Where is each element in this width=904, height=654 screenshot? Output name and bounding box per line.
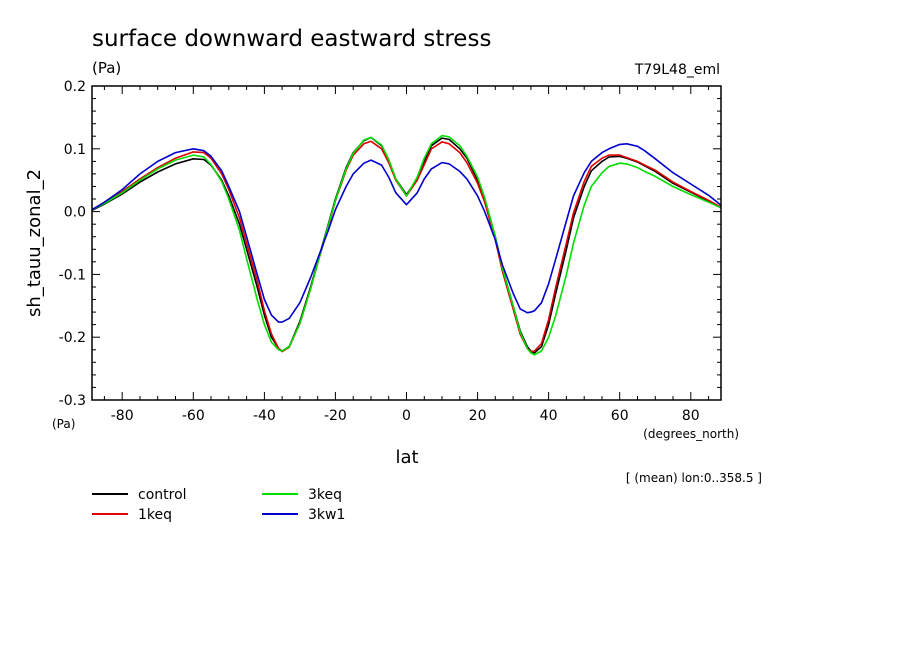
- x-tick-label: 40: [540, 408, 558, 424]
- title-units: (Pa): [92, 59, 121, 77]
- x-axis-units: (degrees_north): [643, 427, 739, 441]
- legend-label-1keq: 1keq: [138, 507, 172, 523]
- chart-title: surface downward eastward stress: [92, 26, 491, 52]
- x-axis-label: lat: [395, 447, 418, 468]
- x-tick-label: -80: [111, 408, 134, 424]
- x-tick-label: 0: [402, 408, 411, 424]
- y-tick-label: 0.1: [64, 142, 86, 158]
- legend-label-control: control: [138, 487, 187, 503]
- y-tick-label: -0.2: [59, 330, 86, 346]
- ticks-layer: -80 -60 -40 -20 0 20 40 60 80 -0.3 -0.2 -0.1 0.0 0.1 0…: [59, 79, 721, 424]
- x-tick-label: -60: [182, 408, 205, 424]
- legend-label-3keq: 3keq: [308, 487, 342, 503]
- y-axis-units: (Pa): [52, 417, 75, 431]
- series-layer: [91, 134, 722, 356]
- x-tick-label: 60: [611, 408, 629, 424]
- series-line-3kw1: [91, 143, 722, 323]
- series-line-control: [91, 136, 722, 354]
- legend-label-3kw1: 3kw1: [308, 507, 345, 523]
- x-tick-label: 20: [469, 408, 487, 424]
- series-line-3keq: [91, 134, 722, 356]
- legend: control 1keq 3keq 3kw1: [92, 487, 345, 523]
- x-tick-label: -20: [324, 408, 347, 424]
- plot-frame: [91, 85, 722, 401]
- y-tick-label: 0.0: [64, 205, 86, 221]
- series-line-1keq: [91, 140, 722, 353]
- run-tag: T79L48_eml: [634, 62, 720, 78]
- y-tick-label: 0.2: [64, 79, 86, 95]
- y-tick-label: -0.3: [59, 393, 86, 409]
- y-tick-label: -0.1: [59, 267, 86, 283]
- x-tick-label: -40: [253, 408, 276, 424]
- x-tick-label: 80: [682, 408, 700, 424]
- averaging-note: [ (mean) lon:0..358.5 ]: [626, 471, 762, 485]
- y-axis-label: sh_tauu_zonal_2: [24, 169, 45, 317]
